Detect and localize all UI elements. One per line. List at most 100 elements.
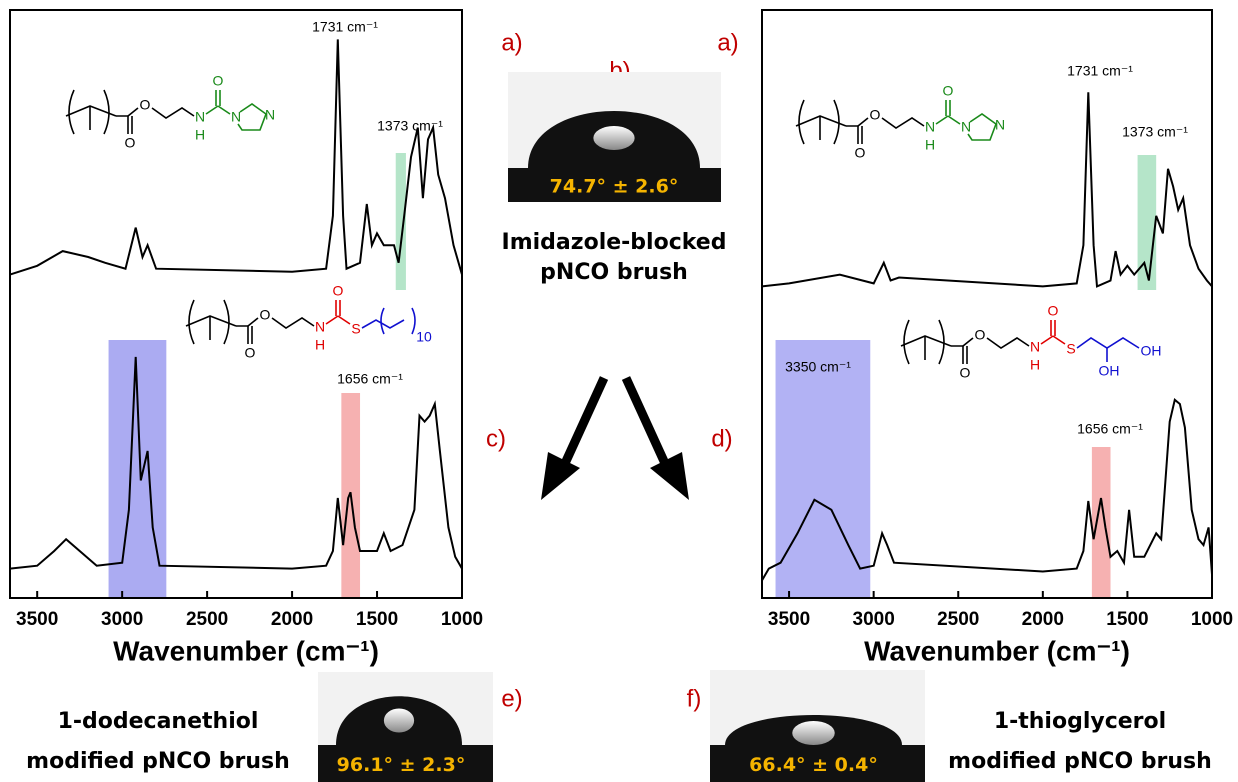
peak-annotation: 1731 cm⁻¹ bbox=[312, 19, 378, 35]
bond bbox=[846, 125, 859, 144]
contact-angle-value: 96.1° ± 2.3° bbox=[337, 754, 466, 776]
atom-label: O bbox=[125, 135, 136, 151]
chemical-structure: O O NH O S 10 bbox=[185, 283, 432, 361]
atom-label: H bbox=[195, 127, 205, 143]
atom-label: OH bbox=[1141, 343, 1162, 359]
bond bbox=[127, 107, 139, 117]
caption: 1-thioglycerol bbox=[994, 709, 1166, 734]
bond bbox=[935, 115, 949, 125]
bond bbox=[361, 319, 405, 329]
spectrum-line bbox=[9, 39, 463, 276]
bond bbox=[951, 345, 964, 364]
bond bbox=[1076, 337, 1140, 349]
bond bbox=[236, 325, 249, 344]
atom-label: O bbox=[260, 307, 271, 323]
peak-annotation: 3350 cm⁻¹ bbox=[785, 359, 851, 375]
atom-label: O bbox=[870, 107, 881, 123]
atom-label: H bbox=[315, 337, 325, 353]
x-tick-label: 3500 bbox=[16, 609, 58, 630]
x-tick-label: 2000 bbox=[1022, 609, 1064, 630]
x-tick-label: 3500 bbox=[768, 609, 810, 630]
bracket bbox=[903, 319, 910, 365]
x-tick-label: 2000 bbox=[271, 609, 313, 630]
atom-label: N bbox=[961, 119, 971, 135]
chemical-structure: O O NH O S OH OH bbox=[900, 303, 1162, 381]
highlight-band bbox=[1091, 447, 1111, 598]
atom-label: H bbox=[925, 137, 935, 153]
bracket bbox=[380, 307, 385, 335]
x-tick-label: 3000 bbox=[853, 609, 895, 630]
atom-label: O bbox=[245, 345, 256, 361]
contact-angle-value: 66.4° ± 0.4° bbox=[749, 754, 878, 776]
x-tick-label: 1500 bbox=[356, 609, 398, 630]
caption: Imidazole-blocked bbox=[502, 230, 727, 255]
atom-label: O bbox=[140, 97, 151, 113]
atom-label: O bbox=[975, 327, 986, 343]
atom-label: N bbox=[315, 319, 325, 335]
atom-label: N bbox=[195, 109, 205, 125]
x-axis-title: Wavenumber (cm⁻¹) bbox=[113, 635, 379, 666]
atom-label: O bbox=[213, 73, 224, 89]
bond bbox=[205, 105, 219, 115]
bond bbox=[116, 115, 129, 134]
peak-annotation: 1731 cm⁻¹ bbox=[1067, 63, 1133, 79]
panel-label: a) bbox=[501, 29, 522, 56]
bracket bbox=[68, 89, 75, 135]
panel-label: d) bbox=[711, 425, 732, 452]
bond bbox=[881, 117, 925, 129]
bond bbox=[1052, 335, 1066, 345]
plot-frame bbox=[9, 9, 463, 599]
atom-label: N bbox=[1030, 339, 1040, 355]
atom-label: O bbox=[855, 145, 866, 161]
panel-label: f) bbox=[687, 685, 702, 712]
bond bbox=[962, 337, 974, 347]
x-tick-label: 1000 bbox=[1191, 609, 1233, 630]
atom-label: 10 bbox=[416, 329, 432, 345]
bracket bbox=[223, 299, 230, 345]
atom-label: O bbox=[960, 365, 971, 381]
highlight-band bbox=[395, 153, 406, 290]
peak-annotation: 1656 cm⁻¹ bbox=[337, 371, 403, 387]
bond bbox=[325, 315, 339, 325]
panel-label: c) bbox=[486, 425, 506, 452]
x-tick-label: 1500 bbox=[1106, 609, 1148, 630]
bond bbox=[237, 103, 267, 131]
atom-label: S bbox=[351, 321, 360, 337]
contact-angle-image: 74.7° ± 2.6° bbox=[508, 72, 721, 202]
atom-label: O bbox=[943, 83, 954, 99]
panel-label: e) bbox=[501, 685, 522, 712]
caption: pNCO brush bbox=[540, 260, 688, 285]
spectrum-line bbox=[761, 92, 1213, 288]
atom-label: N bbox=[265, 107, 275, 123]
bracket bbox=[103, 89, 110, 135]
bracket bbox=[938, 319, 945, 365]
bond bbox=[247, 317, 259, 327]
contact-angle-image: 96.1° ± 2.3° bbox=[318, 672, 493, 782]
bond bbox=[986, 337, 1030, 349]
bracket bbox=[833, 99, 840, 145]
bracket bbox=[411, 307, 416, 335]
substrate bbox=[710, 745, 925, 782]
atom-label: OH bbox=[1099, 363, 1120, 379]
bond bbox=[151, 107, 195, 119]
caption: modified pNCO brush bbox=[948, 749, 1212, 774]
bond bbox=[857, 117, 869, 127]
plot-frame bbox=[761, 9, 1213, 599]
bond bbox=[1040, 335, 1054, 345]
atom-label: N bbox=[231, 109, 241, 125]
droplet-reflection bbox=[383, 708, 415, 733]
x-tick-label: 2500 bbox=[186, 609, 228, 630]
bond bbox=[337, 315, 351, 325]
bond bbox=[217, 105, 231, 115]
peak-annotation: 1373 cm⁻¹ bbox=[1122, 124, 1188, 140]
x-tick-label: 3000 bbox=[101, 609, 143, 630]
arrows bbox=[541, 376, 689, 500]
bond bbox=[947, 115, 961, 125]
atom-label: N bbox=[925, 119, 935, 135]
bracket bbox=[188, 299, 195, 345]
bracket bbox=[798, 99, 805, 145]
caption: 1-dodecanethiol bbox=[58, 709, 259, 734]
